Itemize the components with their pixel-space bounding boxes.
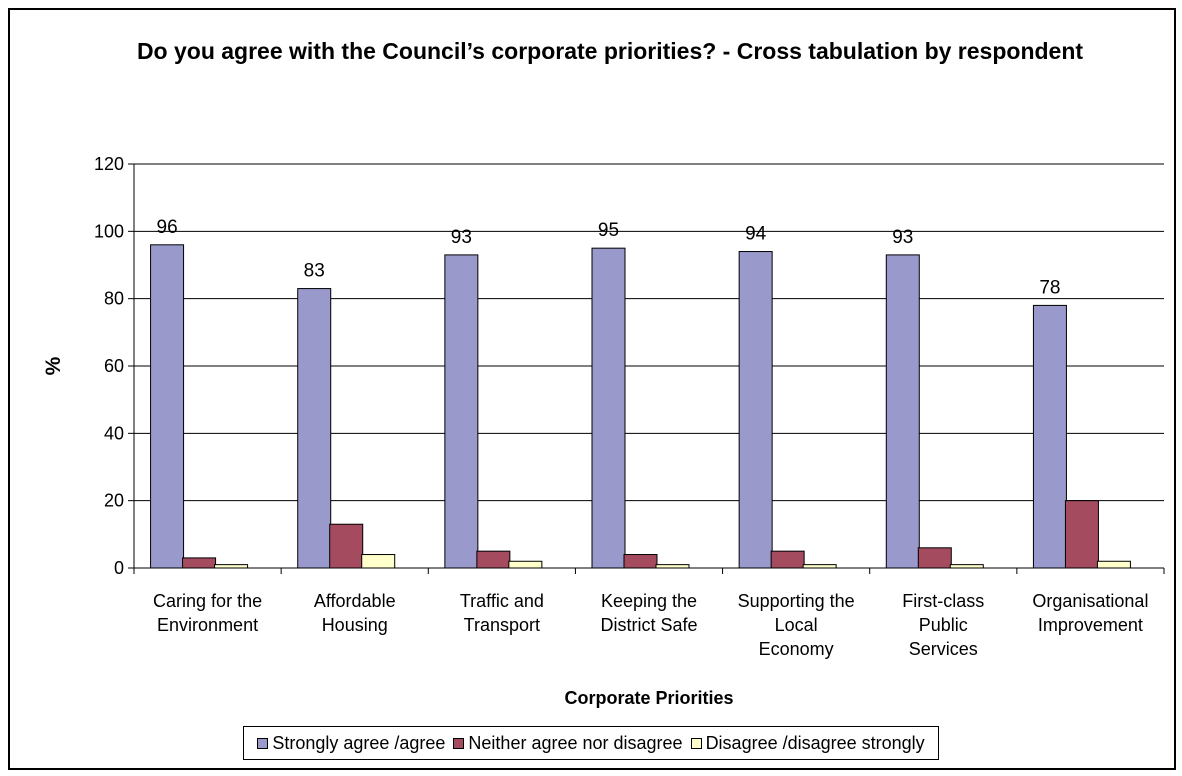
x-tick-label: Transport [464,615,540,635]
bar [885,254,920,569]
x-tick-label: Services [909,639,978,659]
x-tick-label: Improvement [1038,615,1143,635]
x-tick-label: First-class [902,591,984,611]
legend-label: Strongly agree /agree [272,732,446,753]
x-tick-label: Traffic and [460,591,544,611]
data-label: 93 [451,227,472,248]
bar [508,560,543,569]
bar [770,550,805,569]
bar [329,523,364,569]
y-tick-label: 20 [104,491,124,511]
data-label: 94 [745,224,767,245]
data-label: 93 [892,227,913,248]
y-tick-label: 100 [94,221,124,241]
legend-label: Neither agree nor disagree [468,732,683,753]
data-label: 83 [304,261,325,282]
x-tick-label: District Safe [600,615,697,635]
bar [297,288,332,569]
chart-legend: Strongly agree /agree Neither agree nor d… [243,726,939,760]
bar [1064,500,1099,569]
x-tick-label: Supporting the [738,591,855,611]
y-tick-label: 60 [104,356,124,376]
x-tick-label: Organisational [1032,591,1148,611]
legend-swatch [453,737,465,749]
bar [949,564,984,569]
x-tick-label: Housing [322,615,388,635]
bar [182,557,217,569]
legend-label: Disagree /disagree strongly [705,732,925,753]
bar [1032,304,1067,569]
data-label: 96 [157,217,178,238]
bar [917,547,952,569]
bar [214,564,249,569]
legend-item: Neither agree nor disagree [453,732,683,754]
x-tick-label: Keeping the [601,591,697,611]
y-axis-title: % [42,356,65,375]
y-tick-label: 80 [104,289,124,309]
y-tick-label: 120 [94,154,124,174]
bar [150,244,185,569]
x-tick-label: Caring for the [153,591,262,611]
bar [738,251,773,569]
legend-item: Disagree /disagree strongly [690,732,925,754]
y-tick-label: 40 [104,423,124,443]
bar [591,247,626,569]
chart-title: Do you agree with the Council’s corporat… [136,38,1084,64]
y-tick-label: 0 [114,558,124,578]
bar [802,564,837,569]
bar [623,554,658,569]
x-tick-label: Economy [759,639,834,659]
bar [1096,560,1131,569]
x-tick-label: Affordable [314,591,396,611]
data-label: 95 [598,220,619,241]
bar [361,554,396,569]
legend-item: Strongly agree /agree [257,733,445,754]
legend-swatch [257,737,269,749]
legend-swatch [690,737,702,749]
bar [655,564,690,569]
x-tick-label: Local [775,615,818,635]
x-axis-title: Corporate Priorities [564,688,733,708]
bar [444,254,479,569]
bar [476,550,511,569]
x-tick-label: Environment [157,615,258,635]
x-tick-label: Public [919,615,968,635]
data-label: 78 [1039,277,1060,298]
